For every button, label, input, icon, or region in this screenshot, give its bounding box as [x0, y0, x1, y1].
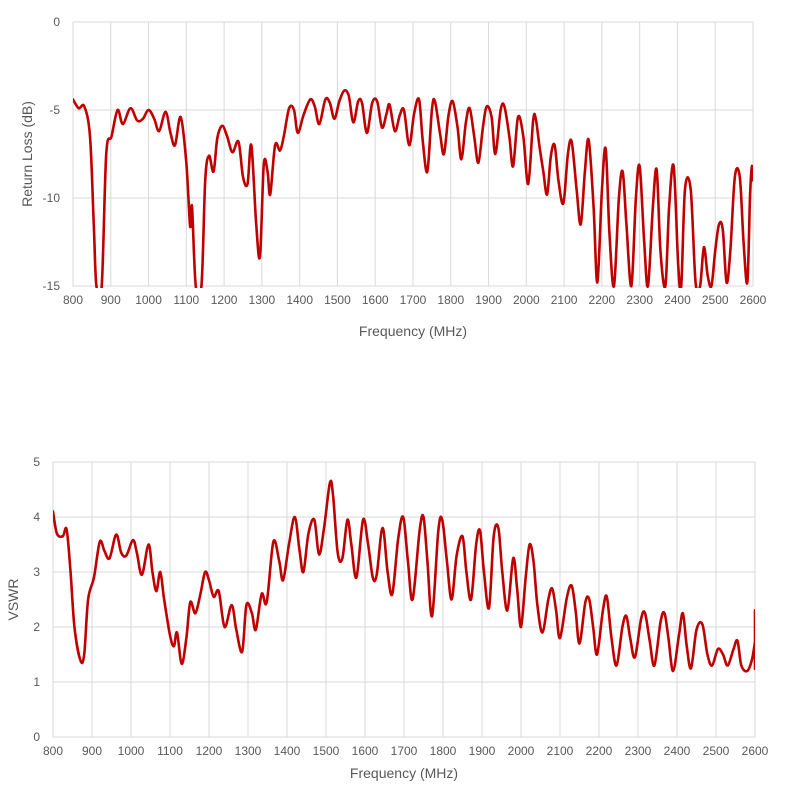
- x-tick-label: 1000: [135, 293, 162, 307]
- x-tick-label: 800: [43, 744, 63, 758]
- x-tick-label: 1700: [391, 744, 418, 758]
- x-tick-label: 1400: [286, 293, 313, 307]
- y-tick-label: 4: [33, 510, 40, 524]
- y-axis-title: Return Loss (dB): [19, 101, 35, 207]
- x-tick-label: 2500: [703, 744, 730, 758]
- y-tick-label: 3: [33, 565, 40, 579]
- y-axis-title: VSWR: [5, 579, 21, 621]
- y-tick-label: 0: [53, 15, 60, 29]
- x-tick-label: 2100: [551, 293, 578, 307]
- x-tick-label: 1800: [430, 744, 457, 758]
- x-tick-label: 1000: [118, 744, 145, 758]
- chart-2: 800 900 1000 1100 1200 1300 1400 1500 1600 1700 18…: [5, 455, 769, 781]
- x-tick-label: 1400: [274, 744, 301, 758]
- y-tick-label: 2: [33, 620, 40, 634]
- x-tick-label: 2500: [702, 293, 729, 307]
- y-tick-label: -5: [49, 103, 60, 117]
- x-tick-label: 1100: [173, 293, 199, 307]
- x-tick-label: 2400: [664, 293, 691, 307]
- x-tick-label: 1800: [437, 293, 464, 307]
- x-tick-label: 1300: [235, 744, 262, 758]
- x-tick-label: 2300: [625, 744, 652, 758]
- x-tick-label: 2600: [742, 744, 769, 758]
- x-tick-label: 1600: [352, 744, 379, 758]
- x-tick-label: 2400: [664, 744, 691, 758]
- x-axis-title: Frequency (MHz): [350, 765, 458, 781]
- y-tick-label: -15: [43, 279, 61, 293]
- series-line-1: [53, 479, 755, 673]
- x-tick-label: 1300: [249, 293, 276, 307]
- x-tick-label: 1200: [211, 293, 238, 307]
- x-tick-label: 1600: [362, 293, 389, 307]
- series-line-1: [73, 89, 753, 288]
- x-axis-title: Frequency (MHz): [359, 323, 467, 339]
- y-tick-label: 0: [33, 730, 40, 744]
- x-tick-label: 800: [63, 293, 83, 307]
- chart-1: 800 900 1000 1100 1200 1300 1400 1500 1600 1700 18…: [19, 15, 767, 339]
- x-tick-label: 900: [82, 744, 102, 758]
- y-tick-label: 1: [33, 675, 40, 689]
- y-tick-label: 5: [33, 455, 40, 469]
- x-tick-label: 900: [101, 293, 121, 307]
- x-tick-label: 2200: [589, 293, 616, 307]
- x-tick-label: 2000: [508, 744, 535, 758]
- x-tick-label: 2300: [626, 293, 653, 307]
- x-tick-label: 1900: [475, 293, 502, 307]
- x-tick-label: 1900: [469, 744, 496, 758]
- x-tick-label: 1700: [400, 293, 427, 307]
- y-tick-label: -10: [43, 191, 61, 205]
- x-tick-label: 2200: [586, 744, 613, 758]
- x-tick-label: 1500: [313, 744, 340, 758]
- x-tick-label: 1200: [196, 744, 223, 758]
- x-tick-label: 2000: [513, 293, 540, 307]
- x-tick-label: 2100: [547, 744, 574, 758]
- x-tick-label: 2600: [740, 293, 767, 307]
- x-tick-label: 1100: [157, 744, 183, 758]
- x-tick-label: 1500: [324, 293, 351, 307]
